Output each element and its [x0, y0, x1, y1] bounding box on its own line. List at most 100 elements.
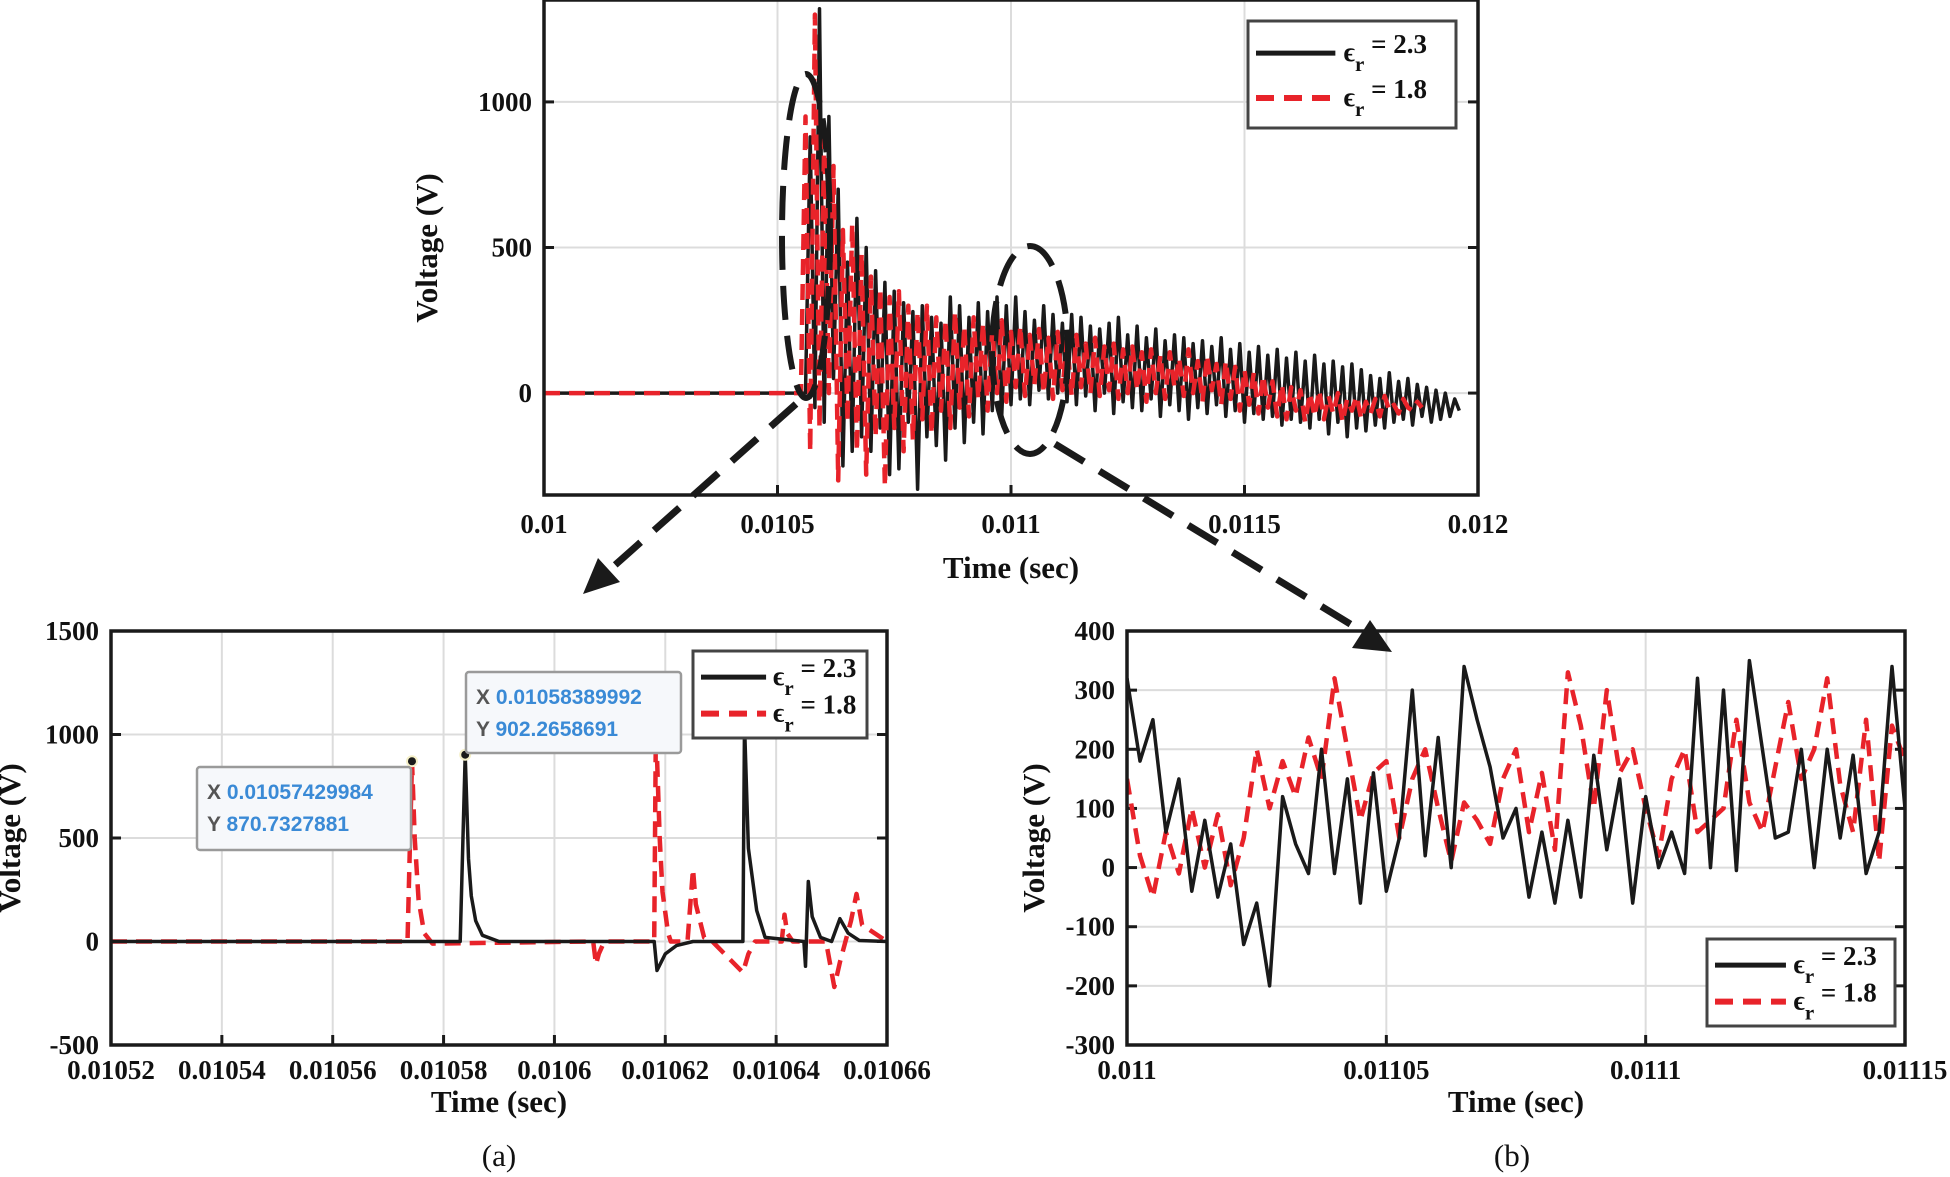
- y-tick-label: 500: [492, 233, 533, 263]
- y-tick-label: 200: [1075, 734, 1116, 764]
- legend-value: = 1.8: [794, 690, 857, 720]
- series-line-er-23: [1127, 658, 1905, 988]
- x-tick-label: 0.01064: [732, 1055, 820, 1085]
- subscript-r: r: [784, 676, 793, 700]
- x-tick-label: 0.011: [981, 509, 1040, 539]
- legend: ϵr = 2.3ϵr = 1.8: [1705, 937, 1897, 1028]
- y-tick-label: 400: [1075, 616, 1116, 646]
- x-tick-label: 0.0115: [1208, 509, 1281, 539]
- legend-entry-label: ϵr = 1.8: [1344, 74, 1427, 121]
- x-tick-label: 0.01058: [400, 1055, 488, 1085]
- panel-label-a: (a): [482, 1138, 516, 1173]
- main-x-axis-label: Time (sec): [943, 550, 1079, 585]
- datatip-y-key: Y: [476, 718, 495, 741]
- x-tick-label: 0.01056: [289, 1055, 377, 1085]
- y-tick-label: 300: [1075, 675, 1116, 705]
- legend-value: = 1.8: [1364, 74, 1427, 104]
- legend-box: [1705, 937, 1897, 1028]
- y-tick-label: 0: [1102, 853, 1116, 883]
- datatip-x-key: X: [207, 781, 227, 804]
- x-tick-label: 0.0105: [740, 509, 814, 539]
- zoom-arrow-to-b: [1053, 441, 1392, 652]
- y-tick-label: 0: [519, 378, 533, 408]
- y-tick-label: 100: [1075, 793, 1116, 823]
- x-tick-label: 0.01052: [67, 1055, 155, 1085]
- y-tick-label: 1500: [45, 616, 99, 646]
- series-line-er-18: [1127, 670, 1905, 900]
- legend-entry-label: ϵr = 2.3: [773, 653, 856, 700]
- panel-label-b: (b): [1494, 1138, 1530, 1173]
- b-y-axis-label: Voltage (V): [1016, 763, 1051, 913]
- legend-value: = 2.3: [1814, 941, 1877, 971]
- series-group: [544, 6, 1461, 491]
- epsilon-symbol: ϵ: [1793, 949, 1805, 979]
- zoom-chart-a: 0.01052 0.01054 0.01056 0.01058 0.0106 0.0106…: [45, 616, 931, 1085]
- legend-value: = 1.8: [1814, 978, 1877, 1008]
- x-tick-label: 0.011: [1097, 1055, 1156, 1085]
- series-group: [111, 721, 887, 990]
- legend: ϵr = 2.3ϵr = 1.8: [1246, 19, 1458, 130]
- legend: ϵr = 2.3ϵr = 1.8: [691, 649, 869, 740]
- legend-box: [1246, 19, 1458, 130]
- datatip-y-key: Y: [207, 813, 226, 836]
- epsilon-symbol: ϵ: [773, 698, 785, 728]
- datatip-x-row: X 0.01058389992: [476, 686, 642, 709]
- y-tick-label: 0: [86, 927, 100, 957]
- x-tick-label: 0.01115: [1863, 1055, 1948, 1085]
- subscript-r: r: [1805, 964, 1814, 988]
- y-tick-label: 500: [59, 823, 100, 853]
- highlight-ellipse-oscillation: [989, 243, 1071, 457]
- datatip-marker: [405, 755, 418, 768]
- epsilon-symbol: ϵ: [1344, 82, 1356, 112]
- x-tick-label: 0.01066: [843, 1055, 931, 1085]
- legend-value: = 2.3: [794, 653, 857, 683]
- datatip-box: [195, 765, 413, 852]
- series-line-er-18: [544, 12, 1424, 489]
- subscript-r: r: [1355, 52, 1364, 76]
- datatip-x-value: 0.01057429984: [227, 781, 373, 804]
- a-x-axis-label: Time (sec): [431, 1084, 567, 1119]
- datatip-x-key: X: [476, 686, 496, 709]
- epsilon-symbol: ϵ: [1344, 37, 1356, 67]
- datatip-y-value: 902.2658691: [495, 718, 618, 741]
- y-tick-label: 1000: [45, 720, 99, 750]
- legend-entry-label: ϵr = 1.8: [1793, 978, 1876, 1025]
- highlight-ellipse-initial-spike: [779, 71, 833, 401]
- y-tick-label: -500: [50, 1030, 100, 1060]
- legend-entry-label: ϵr = 1.8: [773, 690, 856, 737]
- legend-box: [691, 649, 869, 740]
- epsilon-symbol: ϵ: [773, 661, 785, 691]
- epsilon-symbol: ϵ: [1793, 986, 1805, 1016]
- x-tick-label: 0.01: [520, 509, 567, 539]
- axes-frame: [1125, 629, 1907, 1047]
- subscript-r: r: [1355, 97, 1364, 121]
- x-tick-label: 0.0106: [517, 1055, 591, 1085]
- datatip-y-row: Y 870.7327881: [207, 813, 349, 836]
- series-group: [1127, 658, 1905, 988]
- legend-entry-label: ϵr = 2.3: [1793, 941, 1876, 988]
- b-x-axis-label: Time (sec): [1448, 1084, 1584, 1119]
- datatip-box: [464, 670, 683, 755]
- datatip-x-row: X 0.01057429984: [207, 781, 373, 804]
- y-tick-label: -100: [1066, 912, 1116, 942]
- datatip-y-value: 870.7327881: [226, 813, 349, 836]
- legend-value: = 2.3: [1364, 29, 1427, 59]
- subscript-r: r: [1805, 1001, 1814, 1025]
- a-y-axis-label: Voltage (V): [0, 763, 27, 913]
- zoom-chart-b: 0.011 0.01105 0.0111 0.01115 -300 -200 -100 0 10…: [1066, 616, 1948, 1085]
- datatip-y-row: Y 902.2658691: [476, 718, 618, 741]
- series-line-er-23: [111, 722, 887, 973]
- y-tick-label: -200: [1066, 971, 1116, 1001]
- x-tick-label: 0.0111: [1610, 1055, 1681, 1085]
- datatip-x-value: 0.01058389992: [496, 686, 642, 709]
- zoom-arrow-to-a: [583, 401, 799, 594]
- main-y-axis-label: Voltage (V): [409, 173, 444, 323]
- axes-frame: [542, 0, 1480, 497]
- subscript-r: r: [784, 713, 793, 737]
- y-tick-label: -300: [1066, 1030, 1116, 1060]
- x-tick-label: 0.01105: [1343, 1055, 1429, 1085]
- legend-entry-label: ϵr = 2.3: [1344, 29, 1427, 76]
